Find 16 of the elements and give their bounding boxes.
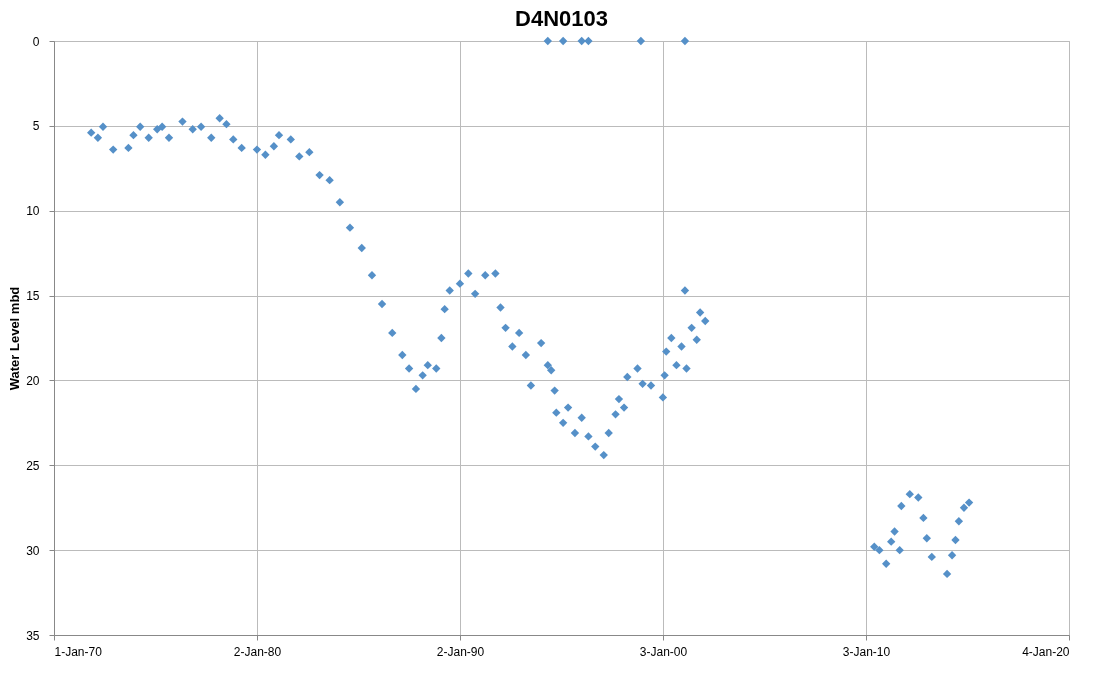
x-tick-label: 3-Jan-00 — [639, 644, 688, 659]
x-tick-label: 3-Jan-10 — [842, 644, 891, 659]
y-axis-title: Water Level mbd — [7, 286, 23, 391]
y-tick-label: 20 — [26, 373, 40, 388]
y-tick-label: 30 — [26, 543, 40, 558]
y-tick-label: 0 — [32, 34, 40, 49]
chart-title: D4N0103 — [515, 6, 608, 31]
x-tick-label: 2-Jan-80 — [233, 644, 282, 659]
x-tick-label: 1-Jan-70 — [54, 644, 103, 659]
y-tick-label: 25 — [26, 458, 40, 473]
y-tick-label: 5 — [32, 119, 40, 134]
y-tick-label: 10 — [26, 204, 40, 219]
x-tick-label: 4-Jan-20 — [1022, 644, 1070, 659]
x-tick-label: 2-Jan-90 — [436, 644, 485, 659]
y-tick-label: 15 — [26, 289, 40, 304]
y-tick-label: 35 — [26, 628, 40, 643]
